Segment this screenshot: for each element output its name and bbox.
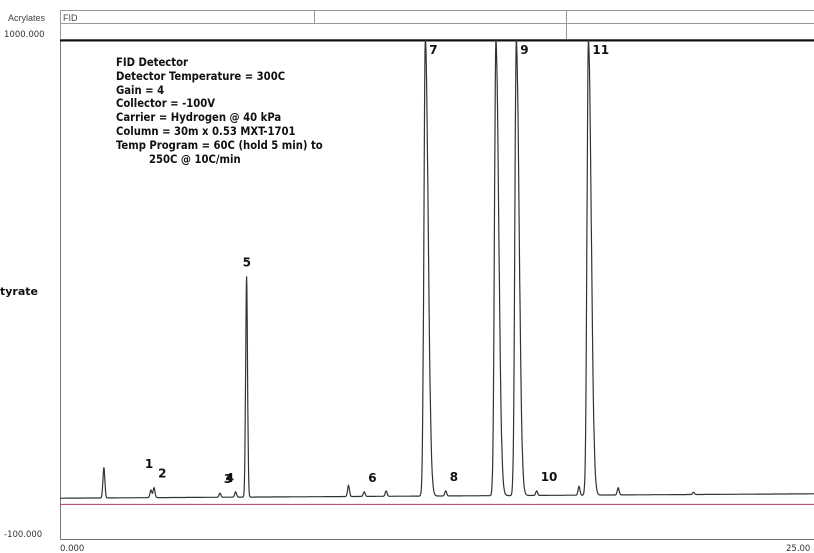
peak-label-1: 1: [145, 457, 153, 471]
peak-label-10: 10: [541, 470, 558, 484]
peak-label-7: 7: [429, 43, 437, 57]
note-line: Carrier = Hydrogen @ 40 kPa: [116, 111, 282, 125]
plot-frame: [60, 39, 814, 540]
header-row-2: [60, 23, 814, 40]
y-axis-label: tyrate: [0, 285, 38, 298]
note-line: Detector Temperature = 300C: [116, 69, 286, 83]
header-grid: [60, 10, 814, 40]
method-notes: FID Detector Detector Temperature = 300C…: [116, 56, 323, 166]
peak-label-3: 3: [224, 472, 232, 486]
note-line: Column = 30m x 0.53 MXT-1701: [116, 124, 296, 138]
peak-label-8: 8: [450, 470, 458, 484]
chromatogram-trace: [60, 39, 814, 499]
note-line: 250C @ 10C/min: [149, 152, 241, 166]
peak-label-11: 11: [592, 43, 609, 57]
note-line: FID Detector: [116, 56, 188, 69]
peak-label-5: 5: [243, 255, 251, 269]
note-line: Collector = -100V: [116, 97, 216, 111]
peak-label-6: 6: [368, 471, 376, 485]
y-tick-min: -100.000: [4, 530, 42, 540]
note-line: Temp Program = 60C (hold 5 min) to: [116, 138, 323, 152]
peak-label-4: 4: [226, 471, 234, 485]
header-row-1: [60, 10, 814, 24]
y-tick-max: 1000.000: [4, 30, 45, 40]
peak-label-2: 2: [158, 467, 166, 481]
peak-label-9: 9: [520, 43, 528, 57]
chromatogram-header: Acrylates FID: [0, 0, 814, 40]
x-tick-max: 25.00: [786, 544, 810, 553]
note-line: Gain = 4: [116, 83, 165, 97]
header-name-label: Acrylates: [8, 13, 46, 23]
header-detector-value: FID: [63, 13, 78, 23]
x-tick-min: 0.000: [60, 544, 84, 553]
